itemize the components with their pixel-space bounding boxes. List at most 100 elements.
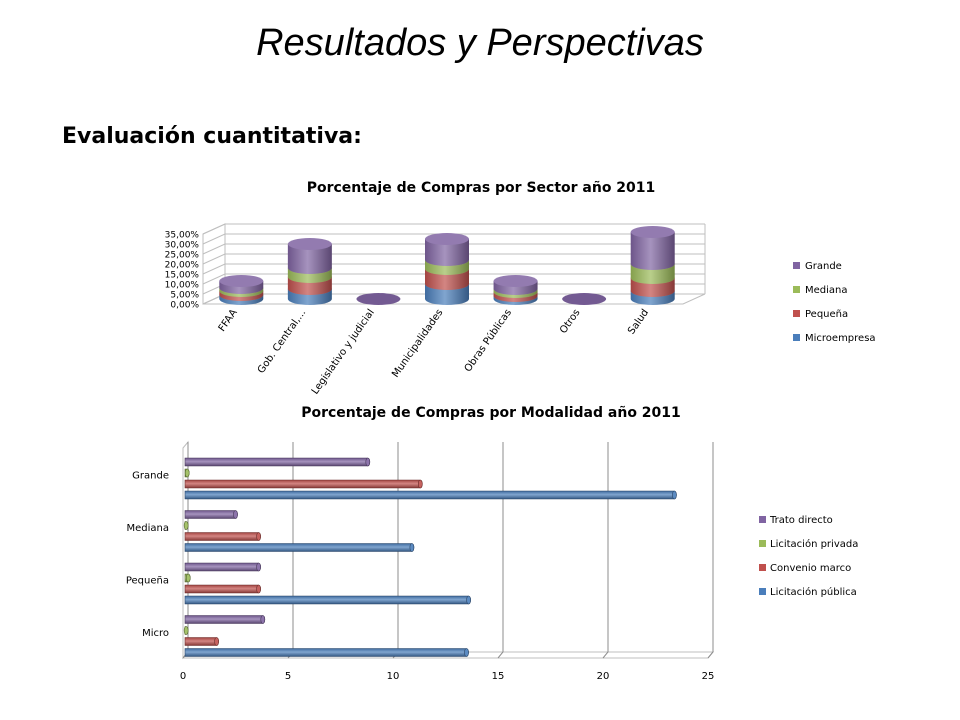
chart-sector-legend-label: Pequeña: [805, 309, 848, 320]
chart-sector-title: Porcentaje de Compras por Sector año 201…: [307, 180, 656, 196]
chart-modalidad-bar-body: [184, 595, 471, 605]
chart-modalidad-legend-label: Convenio marco: [770, 563, 851, 574]
chart-sector-y-tick: 5,00%: [170, 291, 199, 301]
slide-title: Resultados y Perspectivas: [256, 22, 704, 64]
chart-modalidad-bar-body: [184, 637, 219, 646]
chart-modalidad-x-tick: 5: [285, 671, 291, 682]
chart-sector-legend-swatch: [793, 262, 800, 269]
chart-sector-bar-obras-publicas-grande: [493, 275, 538, 295]
chart-sector-bar-body: [287, 244, 332, 274]
chart-modalidad-bar-body: [184, 490, 677, 500]
chart-modalidad-bar-cap: [672, 490, 677, 500]
chart-sector-legend-swatch: [793, 286, 800, 293]
chart-modalidad-bar-grande-convenio-marco: [184, 479, 423, 489]
chart-modalidad-x-tick: 15: [492, 671, 505, 682]
chart-sector-x-tick: Municipalidades: [390, 307, 445, 379]
chart-sector-gridline: [202, 223, 705, 235]
chart-modalidad-x-tick: 0: [180, 671, 186, 682]
chart-modalidad-gridline: [707, 442, 714, 659]
chart-modalidad-bar-body: [184, 510, 238, 519]
chart-modalidad-gridline: [497, 442, 504, 659]
chart-modalidad-bar-cap: [466, 595, 471, 605]
chart-sector-bar-empty: [562, 293, 607, 305]
chart-modalidad-bar-cap: [214, 637, 219, 646]
chart-modalidad-x-tick: 25: [702, 671, 715, 682]
chart-sector-bar-body: [425, 269, 469, 290]
chart-sector-bar-empty: [356, 293, 401, 305]
chart-sector-x-tick: Otros: [558, 307, 583, 335]
chart-sector-y-tick: 30,00%: [165, 241, 200, 251]
chart-sector-y-tick: 0,00%: [170, 301, 199, 311]
chart-modalidad-bar-micro-licitacion-publica: [184, 648, 469, 657]
chart-sector-gridline: [202, 233, 705, 245]
chart-sector-legend-swatch: [793, 310, 800, 317]
chart-modalidad-bar-pequena-convenio-marco: [184, 584, 261, 594]
chart-modalidad-bar-body: [184, 543, 415, 552]
chart-sector-y-tick: 25,00%: [165, 251, 200, 261]
chart-modalidad-bar-pequena-trato-directo: [184, 562, 261, 572]
chart-modalidad-y-tick: Mediana: [127, 523, 170, 534]
chart-sector-bar-body: [425, 239, 469, 266]
chart-modalidad-bar-grande-trato-directo: [184, 457, 371, 467]
chart-modalidad-legend-swatch: [759, 516, 766, 523]
chart-sector-bar-body: [630, 232, 675, 270]
chart-modalidad-legend-label: Trato directo: [769, 515, 833, 526]
chart-modalidad-bar-cap: [183, 521, 189, 530]
chart-modalidad-bar-grande-licitacion-publica: [184, 490, 677, 500]
chart-sector-y-tick: 20,00%: [165, 261, 200, 271]
chart-modalidad-legend-swatch: [759, 540, 766, 547]
chart-modalidad-y-tick: Grande: [132, 470, 169, 481]
chart-modalidad-bar-micro-trato-directo: [184, 615, 266, 624]
chart-modalidad-svg: Porcentaje de Compras por Modalidad año …: [126, 405, 859, 682]
chart-sector-gridline: [202, 243, 705, 255]
chart-modalidad-x-tick: 20: [597, 671, 610, 682]
chart-modalidad-bar-cap: [464, 648, 469, 657]
chart-sector-bar-cap: [219, 275, 264, 287]
chart-sector-y-tick: 10,00%: [165, 281, 200, 291]
chart-modalidad-title: Porcentaje de Compras por Modalidad año …: [301, 405, 681, 421]
chart-sector-bar-cap: [425, 233, 469, 245]
chart-sector-bar-municipalidades-grande: [425, 233, 469, 266]
chart-modalidad-bar-mediana-convenio-marco: [184, 532, 261, 541]
chart-sector-y-tick: 15,00%: [165, 271, 200, 281]
chart-modalidad-x-tick: 10: [387, 671, 400, 682]
chart-modalidad-bar-body: [184, 584, 261, 594]
chart-modalidad-bar-body: [184, 479, 423, 489]
chart-modalidad-bar-cap: [409, 543, 415, 552]
chart-sector-bar-cap: [630, 226, 675, 238]
chart-modalidad-bar-body: [184, 532, 261, 541]
chart-modalidad-bar-mediana-licitacion-privada: [183, 521, 189, 530]
chart-sector-x-tick: Gob. Central,...: [256, 307, 308, 375]
chart-sector-gridline: [202, 263, 705, 275]
chart-modalidad-bar-cap: [256, 562, 261, 572]
slide-subtitle: Evaluación cuantitativa:: [62, 124, 362, 149]
chart-modalidad-bar-mediana-trato-directo: [184, 510, 238, 519]
chart-modalidad-bar-grande-licitacion-privada: [184, 468, 190, 478]
chart-modalidad-legend-label: Licitación privada: [770, 538, 858, 550]
chart-modalidad-legend-swatch: [759, 564, 766, 571]
chart-sector-y-tick: 35,00%: [165, 231, 200, 241]
chart-modalidad-bar-cap: [256, 532, 261, 541]
chart-modalidad-bar-cap: [256, 584, 261, 594]
chart-modalidad-bar-cap: [260, 615, 266, 624]
chart-sector-svg: Porcentaje de Compras por Sector año 201…: [165, 180, 876, 397]
chart-sector-legend-label: Microempresa: [805, 333, 876, 344]
chart-modalidad-y-tick: Micro: [142, 628, 169, 639]
chart-modalidad-y-tick: Pequeña: [126, 575, 169, 586]
chart-sector: Porcentaje de Compras por Sector año 201…: [0, 170, 960, 400]
chart-modalidad-bar-micro-convenio-marco: [184, 637, 219, 646]
chart-modalidad-bar-cap: [417, 479, 423, 489]
chart-modalidad-bar-body: [184, 457, 371, 467]
chart-modalidad-legend-swatch: [759, 588, 766, 595]
chart-sector-x-tick: FFAA: [217, 307, 240, 334]
chart-sector-x-tick: Salud: [626, 307, 651, 336]
chart-modalidad-legend-label: Licitación pública: [770, 586, 857, 598]
chart-sector-bar-salud-grande: [630, 226, 675, 270]
chart-modalidad-bar-pequena-licitacion-privada: [184, 573, 191, 583]
chart-modalidad-bar-cap: [184, 468, 190, 478]
chart-modalidad-bar-body: [184, 562, 261, 572]
chart-sector-x-tick: Legislativo y judicial: [310, 307, 377, 396]
chart-sector-bar-cap: [287, 238, 332, 250]
chart-sector-bar-cap: [493, 275, 538, 287]
chart-modalidad-bar-cap: [183, 626, 189, 635]
